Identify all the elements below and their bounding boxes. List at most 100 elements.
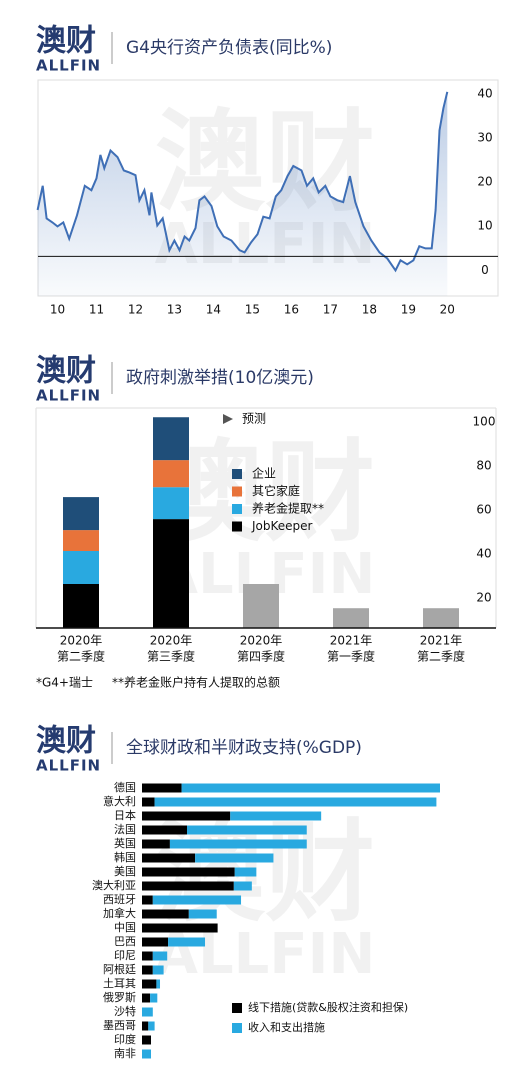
bar-segment xyxy=(150,993,158,1003)
bar-segment xyxy=(142,783,182,793)
y-tick-label: 中国 xyxy=(114,921,136,934)
x-tick-label: 2020年 xyxy=(150,634,193,648)
bar-segment xyxy=(63,530,99,551)
bar-segment xyxy=(142,909,189,919)
x-tick-label: 17 xyxy=(323,303,338,317)
watermark-sub: ALLFIN xyxy=(155,922,376,987)
y-tick-label: 美国 xyxy=(114,865,136,878)
bar-segment xyxy=(187,825,307,835)
x-tick-label: 16 xyxy=(284,303,299,317)
x-tick-label: 2020年 xyxy=(240,634,283,648)
x-tick-label: 第二季度 xyxy=(57,649,105,664)
logo: 澳财 xyxy=(36,354,96,389)
legend-label: 企业 xyxy=(252,466,276,481)
y-tick-label: 沙特 xyxy=(114,1004,136,1018)
chart-title: 政府刺激举措(10亿澳元) xyxy=(126,368,314,388)
bar-segment xyxy=(152,895,242,905)
y-tick-label: 土耳其 xyxy=(103,977,136,990)
x-tick-label: 2020年 xyxy=(60,634,103,648)
legend-swatch xyxy=(232,1023,242,1033)
y-tick-label: 0 xyxy=(481,263,489,277)
x-tick-label: 15 xyxy=(245,303,260,317)
bar-segment xyxy=(181,783,441,793)
bar-segment xyxy=(142,923,218,933)
bar-segment xyxy=(152,965,164,975)
bar-segment xyxy=(142,1035,152,1045)
y-tick-label: 10 xyxy=(477,219,492,233)
area xyxy=(37,91,448,297)
y-tick-label: 印度 xyxy=(114,1032,136,1046)
bar-segment xyxy=(142,1021,149,1031)
bar-segment xyxy=(230,811,322,821)
legend-label: 养老金提取** xyxy=(252,501,324,516)
x-tick-label: 10 xyxy=(50,303,65,317)
forecast-bar xyxy=(423,608,459,628)
line xyxy=(36,91,449,273)
logo-sub: ALLFIN xyxy=(36,387,101,405)
bar-segment xyxy=(142,937,169,947)
footnote: *G4+瑞士 xyxy=(36,676,93,690)
logo: 澳财 xyxy=(36,724,96,759)
x-tick-label: 第三季度 xyxy=(147,649,195,664)
bar-segment xyxy=(142,965,153,975)
bar-segment xyxy=(142,797,155,807)
legend-swatch xyxy=(232,486,242,497)
y-tick-label: 南非 xyxy=(114,1047,136,1060)
chart-title: G4央行资产负债表(同比%) xyxy=(126,38,332,58)
y-tick-label: 20 xyxy=(477,175,492,189)
legend-swatch xyxy=(232,1003,242,1013)
forecast-label: 预测 xyxy=(242,412,266,426)
forecast-bar xyxy=(333,608,369,628)
y-tick-label: 俄罗斯 xyxy=(103,991,136,1004)
y-tick-label: 澳大利亚 xyxy=(92,878,136,892)
y-tick-label: 日本 xyxy=(114,808,136,822)
bar-segment xyxy=(63,584,99,628)
bar-segment xyxy=(142,951,153,961)
bar-segment xyxy=(142,825,188,835)
bar-segment xyxy=(154,797,437,807)
x-tick-label: 2021年 xyxy=(420,634,463,648)
legend-label: 收入和支出措施 xyxy=(248,1020,325,1034)
y-tick-label: 40 xyxy=(477,87,492,101)
y-tick-label: 100 xyxy=(473,415,496,429)
x-tick-label: 第二季度 xyxy=(417,649,465,664)
bar-segment xyxy=(234,867,257,877)
legend-swatch xyxy=(232,521,242,532)
bar-segment xyxy=(153,460,189,488)
x-tick-label: 20 xyxy=(440,303,455,317)
y-tick-label: 英国 xyxy=(114,836,136,850)
y-tick-label: 德国 xyxy=(114,780,136,794)
bar-segment xyxy=(156,979,161,989)
bar-segment xyxy=(188,909,217,919)
forecast-marker xyxy=(223,414,233,424)
y-tick-label: 30 xyxy=(477,131,492,145)
x-tick-label: 18 xyxy=(362,303,377,317)
y-tick-label: 阿根廷 xyxy=(103,962,136,976)
legend-swatch xyxy=(232,469,242,479)
x-tick-label: 2021年 xyxy=(330,634,373,648)
y-tick-label: 加拿大 xyxy=(103,906,136,920)
bar-segment xyxy=(63,497,99,531)
y-tick-label: 西班牙 xyxy=(103,893,136,906)
bar-segment xyxy=(195,853,274,863)
legend-label: JobKeeper xyxy=(251,519,313,533)
bar-segment xyxy=(142,881,234,891)
bar-segment xyxy=(142,839,170,849)
y-tick-label: 法国 xyxy=(114,822,136,836)
bar-segment xyxy=(153,417,189,461)
logo-sub: ALLFIN xyxy=(36,57,101,75)
y-tick-label: 韩国 xyxy=(114,850,136,864)
y-tick-label: 60 xyxy=(476,503,491,517)
y-tick-label: 40 xyxy=(476,547,491,561)
y-tick-label: 80 xyxy=(476,459,491,473)
bar-segment xyxy=(168,937,206,947)
y-tick-label: 意大利 xyxy=(103,794,136,808)
x-tick-label: 11 xyxy=(89,303,104,317)
bar-segment xyxy=(142,993,151,1003)
y-tick-label: 巴西 xyxy=(114,935,136,948)
y-tick-label: 印尼 xyxy=(114,949,136,962)
forecast-bar xyxy=(243,584,279,628)
bar-segment xyxy=(153,487,189,520)
x-tick-label: 第一季度 xyxy=(327,649,375,664)
